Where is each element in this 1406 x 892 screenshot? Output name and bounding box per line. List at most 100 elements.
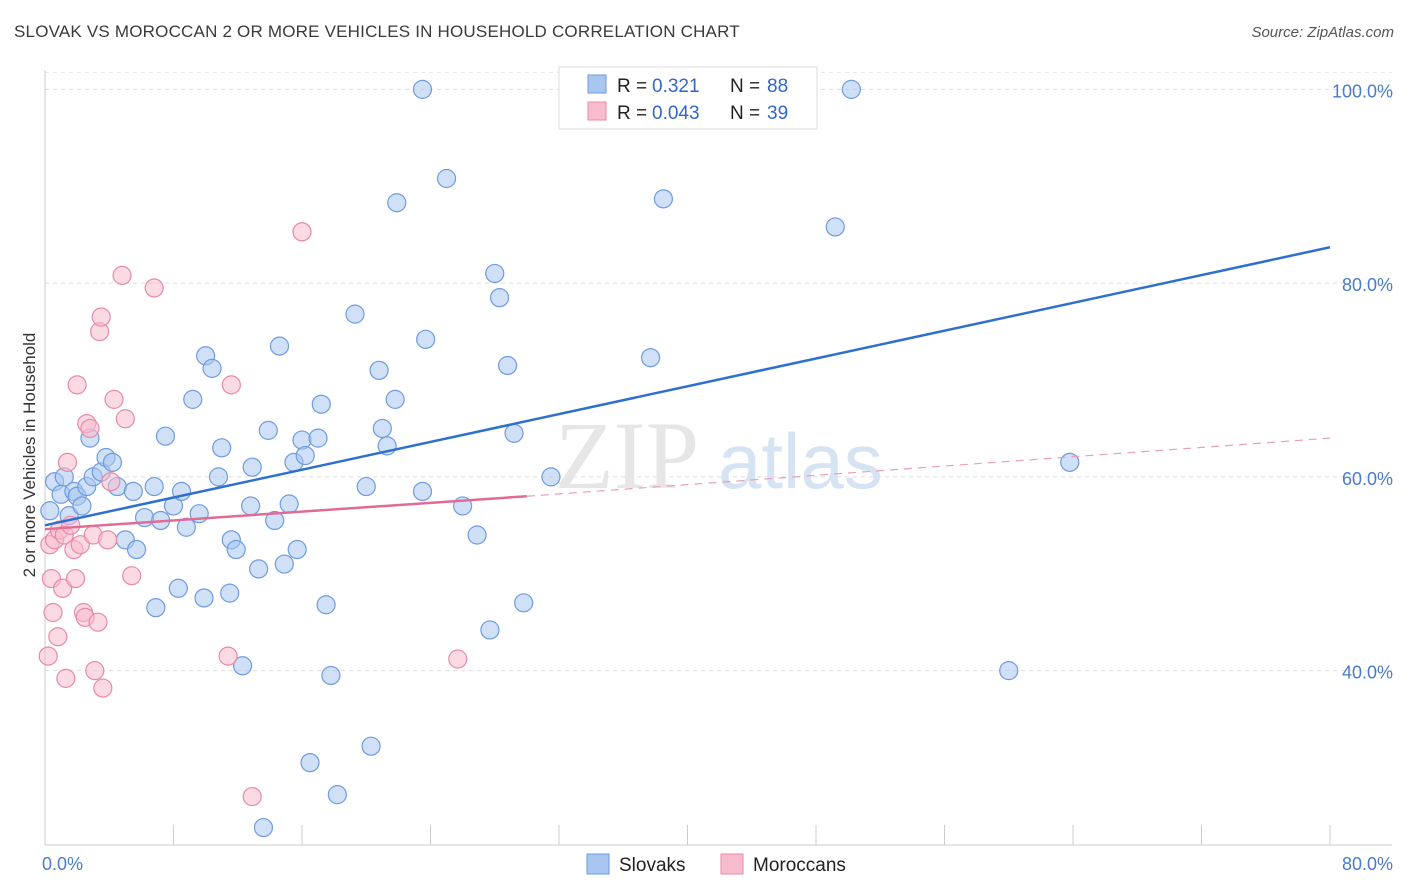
slovaks-point [208, 467, 229, 487]
slovaks-point [480, 620, 500, 640]
watermark: ZIP atlas [555, 402, 883, 509]
moroccans-point [292, 222, 312, 242]
moroccans-point [122, 566, 142, 586]
slovaks-point [40, 501, 60, 521]
slovaks-point [292, 430, 312, 450]
slovaks-point [183, 389, 203, 409]
slovaks-point [232, 656, 253, 676]
moroccans-point [91, 307, 111, 327]
moroccans-point [80, 418, 100, 439]
slovaks-point [295, 445, 315, 466]
moroccans-point [115, 409, 135, 429]
slovaks-point [498, 355, 518, 376]
legend-r-label: R = [617, 76, 647, 97]
slovaks-point [345, 304, 365, 324]
moroccans-point [53, 578, 73, 598]
slovaks-point [436, 168, 457, 189]
slovaks-point [416, 329, 436, 349]
trend-lines [44, 246, 1331, 531]
source-label: Source: ZipAtlas.com [1251, 24, 1394, 41]
chart-title: SLOVAK VS MOROCCAN 2 OR MORE VEHICLES IN… [14, 22, 740, 41]
slovaks-point [123, 481, 143, 502]
slovaks-point [999, 661, 1019, 681]
slovaks-point [274, 554, 294, 574]
moroccans-point [57, 452, 78, 472]
slovaks-point [308, 428, 328, 448]
slovaks-point [327, 785, 347, 805]
slovaks-point [385, 389, 405, 409]
moroccans-point [144, 278, 164, 298]
x-tick-label: 0.0% [42, 854, 83, 874]
slovaks-point [241, 496, 261, 516]
legend-n-value: 39 [767, 103, 788, 124]
slovaks-point [489, 288, 510, 308]
series-legend: Slovaks Moroccans [586, 853, 846, 876]
y-tick-label: 40.0% [1342, 663, 1393, 683]
slovaks-point [258, 420, 278, 440]
slovaks-point [102, 452, 123, 472]
legend-r-value: 0.043 [652, 103, 700, 124]
slovaks-point [311, 394, 331, 414]
moroccans-point [98, 530, 118, 550]
moroccans-point [448, 649, 468, 669]
series-legend-label: Slovaks [619, 855, 686, 876]
legend-r-value: 0.321 [652, 76, 700, 97]
slovaks-point [361, 736, 381, 756]
slovaks-point [279, 494, 299, 514]
slovaks-point [269, 336, 290, 356]
slovaks-point [220, 583, 240, 603]
series-legend-swatch [720, 853, 744, 875]
slovaks-point [287, 539, 307, 560]
grid-lines [45, 71, 1392, 672]
y-axis-label: 2 or more Vehicles in Household [20, 333, 39, 578]
moroccans-point [48, 627, 68, 647]
slovaks-point [168, 578, 188, 598]
legend-n-value: 88 [767, 76, 788, 97]
legend-r-label: R = [617, 103, 647, 124]
axes [44, 70, 1392, 846]
slovaks-point [640, 348, 661, 368]
slovaks-point [265, 510, 285, 531]
slovaks-point [841, 79, 861, 99]
slovaks-point [467, 525, 487, 545]
moroccans-point [65, 568, 86, 589]
slovaks-point [146, 598, 166, 618]
slovaks-point [176, 517, 196, 537]
moroccans-point [43, 602, 63, 623]
moroccans-point [38, 646, 58, 666]
y-tick-label: 100.0% [1332, 81, 1393, 101]
slovaks-trend-line [44, 246, 1331, 527]
slovaks-point [72, 496, 92, 516]
series-legend-label: Moroccans [753, 855, 846, 876]
moroccans-point [221, 375, 241, 395]
watermark-zip: ZIP [555, 402, 699, 509]
y-tick-label: 80.0% [1342, 275, 1393, 295]
moroccans-point [67, 375, 87, 395]
slovaks-point [825, 217, 845, 237]
slovaks-point [514, 593, 534, 613]
slovaks-point [369, 360, 389, 380]
slovaks-point [321, 665, 341, 686]
slovaks-point [212, 438, 232, 458]
moroccans-point [242, 786, 262, 807]
slovaks-point [300, 753, 320, 773]
y-tick-label: 60.0% [1342, 469, 1393, 489]
slovaks-point [226, 539, 246, 560]
legend-n-label: N = [730, 76, 760, 97]
slovaks-point [485, 263, 505, 284]
x-tick-label: 80.0% [1342, 854, 1393, 874]
slovaks-point [144, 476, 164, 497]
slovaks-point [387, 193, 407, 213]
slovaks-point [249, 559, 269, 579]
legend-swatch [587, 101, 607, 121]
moroccans-trend-line [44, 495, 527, 531]
slovaks-point [155, 426, 176, 446]
watermark-atlas: atlas [718, 417, 883, 505]
moroccans-point [218, 646, 238, 666]
series-legend-swatch [586, 853, 610, 875]
moroccans-point [85, 661, 105, 681]
slovaks-point [316, 595, 336, 615]
slovaks-point [372, 418, 392, 439]
moroccans-point [112, 265, 132, 285]
